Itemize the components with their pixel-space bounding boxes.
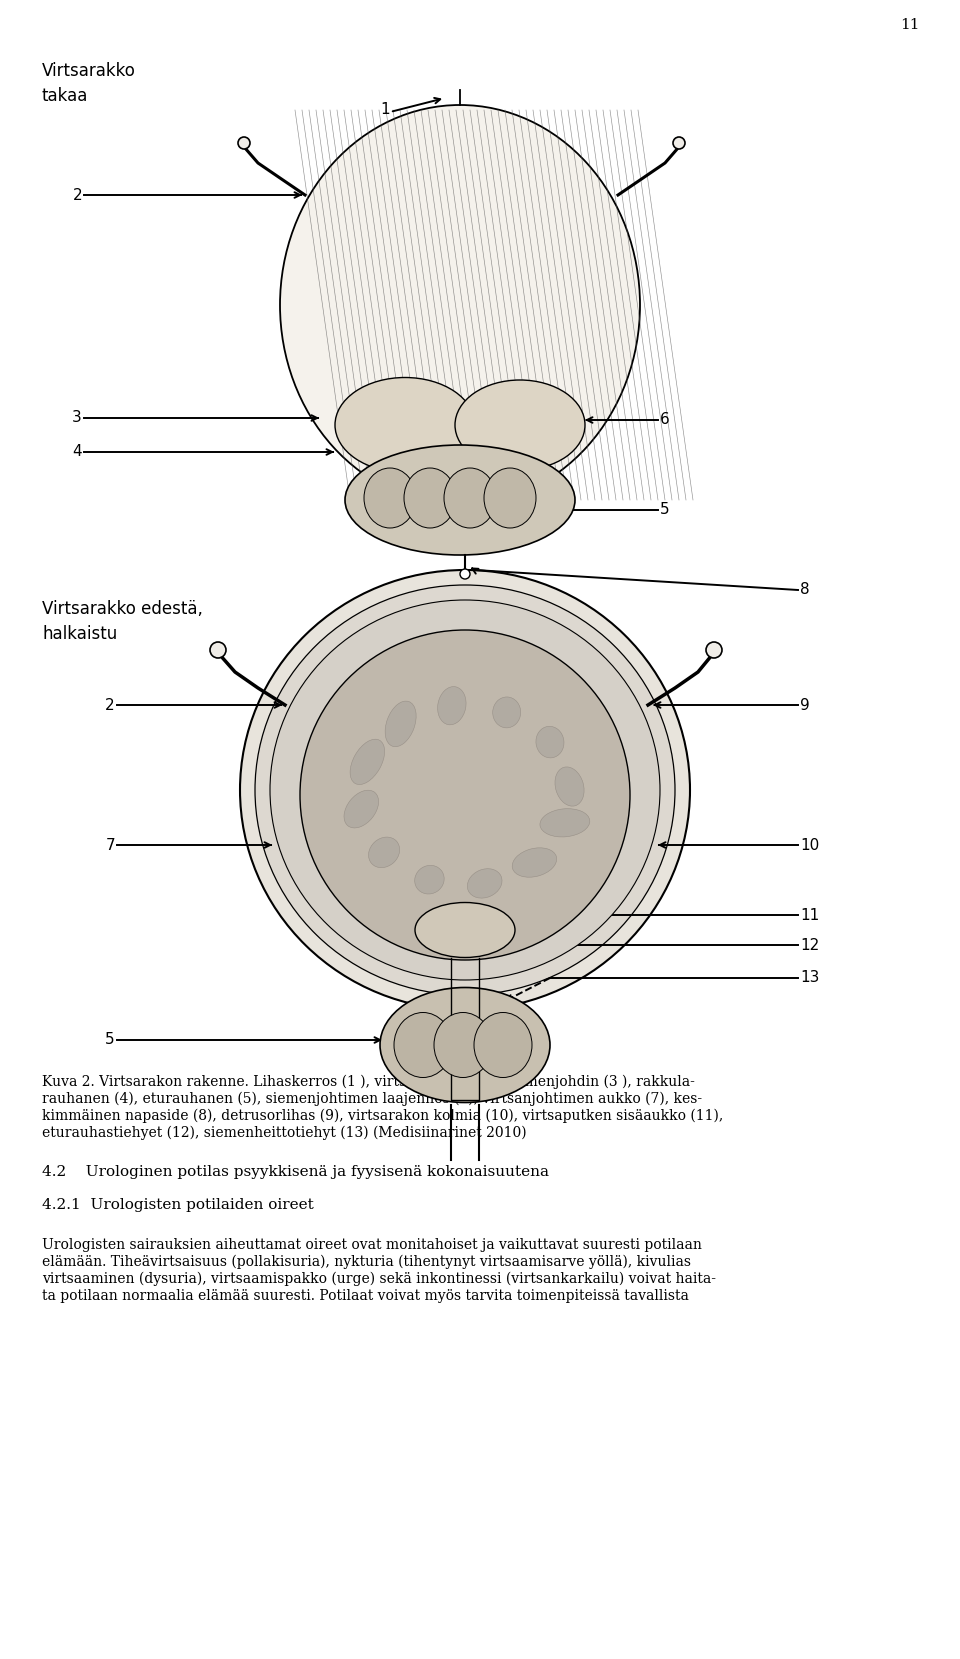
- Circle shape: [673, 138, 685, 149]
- Circle shape: [238, 138, 250, 149]
- Ellipse shape: [536, 727, 564, 758]
- Text: 4.2.1  Urologisten potilaiden oireet: 4.2.1 Urologisten potilaiden oireet: [42, 1198, 314, 1213]
- Text: Kuva 2. Virtsarakon rakenne. Lihaskerros (1 ), virtsanjohdin (2 ), siemenjohdin : Kuva 2. Virtsarakon rakenne. Lihaskerros…: [42, 1075, 695, 1090]
- Ellipse shape: [300, 630, 630, 961]
- Text: eturauhastiehyet (12), siemenheittotiehyt (13) (Medisiinarinet 2010): eturauhastiehyet (12), siemenheittotiehy…: [42, 1126, 527, 1140]
- Ellipse shape: [444, 468, 496, 528]
- Text: Virtsarakko
takaa: Virtsarakko takaa: [42, 61, 136, 105]
- Text: 8: 8: [800, 582, 809, 597]
- Ellipse shape: [455, 380, 585, 469]
- Text: 4: 4: [72, 445, 82, 460]
- Text: 1: 1: [380, 103, 390, 118]
- Ellipse shape: [468, 869, 502, 898]
- Ellipse shape: [513, 848, 557, 878]
- Ellipse shape: [350, 740, 385, 785]
- Text: rauhanen (4), eturauhanen (5), siemenjohtimen laajennos (6), virtsanjohtimen auk: rauhanen (4), eturauhanen (5), siemenjoh…: [42, 1092, 702, 1107]
- Text: ta potilaan normaalia elämää suuresti. Potilaat voivat myös tarvita toimenpiteis: ta potilaan normaalia elämää suuresti. P…: [42, 1289, 689, 1302]
- Ellipse shape: [492, 697, 520, 728]
- Ellipse shape: [240, 571, 690, 1010]
- Ellipse shape: [484, 468, 536, 528]
- Ellipse shape: [280, 105, 640, 504]
- Text: virtsaaminen (dysuria), virtsaamispakko (urge) sekä inkontinessi (virtsankarkail: virtsaaminen (dysuria), virtsaamispakko …: [42, 1272, 716, 1286]
- Ellipse shape: [438, 687, 466, 725]
- Ellipse shape: [394, 1012, 452, 1077]
- Text: 3: 3: [72, 410, 82, 425]
- Ellipse shape: [255, 586, 675, 995]
- Circle shape: [210, 642, 226, 659]
- Text: 6: 6: [660, 413, 670, 428]
- Ellipse shape: [369, 838, 399, 868]
- Ellipse shape: [540, 808, 589, 836]
- Text: kimmäinen napaside (8), detrusorlihas (9), virtsarakon kolmia (10), virtsaputken: kimmäinen napaside (8), detrusorlihas (9…: [42, 1108, 723, 1123]
- Ellipse shape: [270, 601, 660, 980]
- Ellipse shape: [345, 445, 575, 556]
- Ellipse shape: [415, 866, 444, 894]
- Ellipse shape: [415, 902, 515, 957]
- Text: elämään. Tiheävirtsaisuus (pollakisuria), nykturia (tihentynyt virtsaamisarve yö: elämään. Tiheävirtsaisuus (pollakisuria)…: [42, 1254, 691, 1269]
- Ellipse shape: [335, 378, 475, 473]
- Ellipse shape: [474, 1012, 532, 1077]
- Text: 4.2    Urologinen potilas psyykkisenä ja fyysisenä kokonaisuutena: 4.2 Urologinen potilas psyykkisenä ja fy…: [42, 1165, 549, 1180]
- Text: 12: 12: [800, 937, 819, 952]
- Text: 5: 5: [106, 1032, 115, 1047]
- Ellipse shape: [380, 987, 550, 1103]
- Text: 11: 11: [800, 907, 819, 922]
- Text: 2: 2: [106, 697, 115, 712]
- Ellipse shape: [555, 766, 584, 806]
- Text: Virtsarakko edestä,
halkaistu: Virtsarakko edestä, halkaistu: [42, 601, 203, 644]
- Ellipse shape: [434, 1012, 492, 1077]
- Text: 11: 11: [900, 18, 920, 32]
- Text: 2: 2: [72, 187, 82, 202]
- Ellipse shape: [344, 790, 378, 828]
- Text: 5: 5: [660, 503, 670, 518]
- Ellipse shape: [404, 468, 456, 528]
- Text: 13: 13: [800, 971, 820, 985]
- Ellipse shape: [364, 468, 416, 528]
- Circle shape: [460, 569, 470, 579]
- Text: Urologisten sairauksien aiheuttamat oireet ovat monitahoiset ja vaikuttavat suur: Urologisten sairauksien aiheuttamat oire…: [42, 1238, 702, 1253]
- Circle shape: [706, 642, 722, 659]
- Ellipse shape: [385, 702, 416, 747]
- Text: 9: 9: [800, 697, 809, 712]
- Text: 10: 10: [800, 838, 819, 853]
- Text: 7: 7: [106, 838, 115, 853]
